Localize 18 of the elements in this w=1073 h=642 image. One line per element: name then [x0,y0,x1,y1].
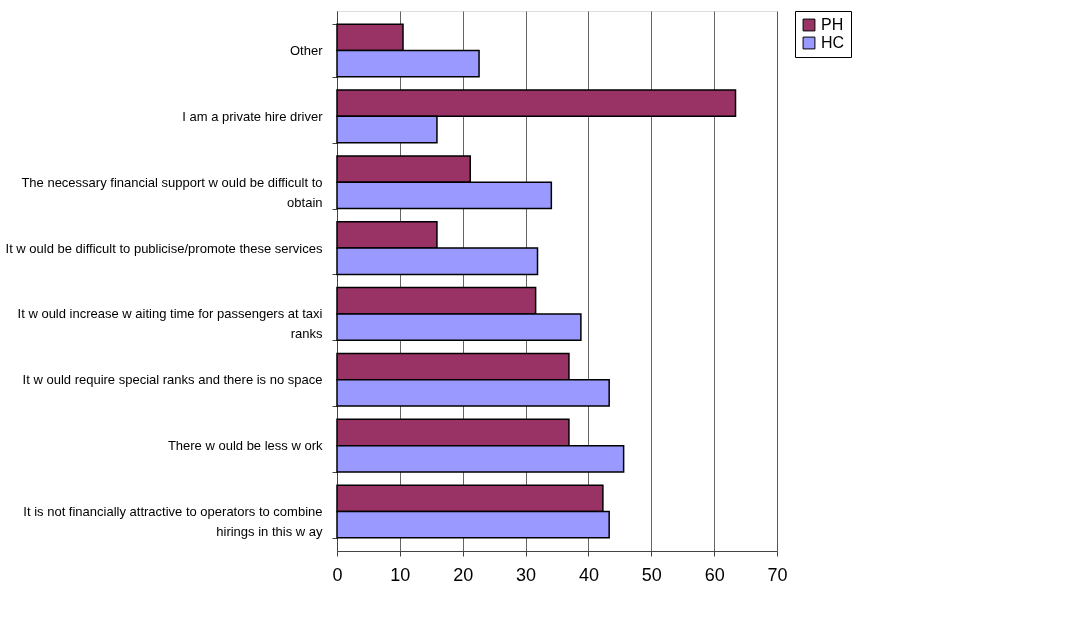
y-tick-label: It w ould be difficult to publicise/promote these services [5,240,323,256]
y-tick-label: It w ould increase w aiting time for passengers at taxi ranks [17,306,323,342]
y-tick-label: I am a private hire driver [182,108,324,124]
x-tick-label: 20 [453,564,474,585]
x-tick-label: 50 [641,564,662,585]
legend-label: PH [821,16,844,33]
x-tick-label: 10 [390,564,411,585]
y-tick-label: It w ould require special ranks and there is no space [22,372,323,388]
y-tick-label: There w ould be less w ork [167,438,323,454]
x-tick-label: 30 [516,564,537,585]
y-tick-label: It is not financially attractive to operators to combine hirings in this w ay [23,503,323,539]
x-tick-label: 0 [332,564,343,585]
y-tick-label: Other [289,43,324,59]
x-tick-label: 60 [704,564,725,585]
x-tick-label: 40 [578,564,599,585]
x-tick-label: 70 [767,564,788,585]
legend-label: HC [821,34,845,51]
y-tick-label: The necessary financial support w ould be difficult to obtain [21,174,323,210]
